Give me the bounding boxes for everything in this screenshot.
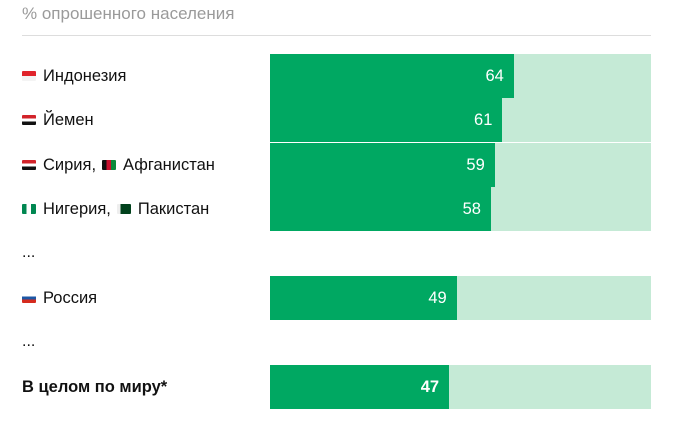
pakistan-flag-icon <box>116 204 131 214</box>
ellipsis: ... <box>22 333 36 350</box>
yemen-flag-icon <box>22 115 36 125</box>
row-label: В целом по миру* <box>22 365 173 409</box>
bar: 61 <box>270 98 503 142</box>
bar-value-label: 58 <box>462 199 481 218</box>
bar: 59 <box>270 143 495 187</box>
chart-row: Индонезия 64 <box>0 54 673 98</box>
chart-row: Сирия, Афганистан 59 <box>0 143 673 187</box>
ellipsis: ... <box>22 244 36 261</box>
country-name: Россия <box>43 288 98 307</box>
row-label: Нигерия, Пакистан <box>22 187 209 231</box>
bar-track: 61 <box>270 98 651 142</box>
bar-track: 49 <box>270 276 651 320</box>
chart-row: В целом по миру* 47 <box>0 365 673 409</box>
bar-track: 59 <box>270 143 651 187</box>
bar: 47 <box>270 365 450 409</box>
russia-flag-icon <box>22 293 36 303</box>
chart-row: Россия 49 <box>0 276 673 320</box>
country-name: Йемен <box>43 110 94 129</box>
country-name: Афганистан <box>123 155 215 174</box>
bar-track: 58 <box>270 187 651 231</box>
bar-value-label: 49 <box>428 288 447 307</box>
nigeria-flag-icon <box>22 204 36 214</box>
bar-track: 47 <box>270 365 651 409</box>
country-name: Сирия, <box>43 155 97 174</box>
bar-value-label: 59 <box>466 155 485 174</box>
chart-row: Йемен 61 <box>0 98 673 142</box>
indonesia-flag-icon <box>22 71 36 81</box>
country-name: Индонезия <box>43 66 127 85</box>
syria-flag-icon <box>22 160 36 170</box>
bar: 58 <box>270 187 491 231</box>
bar-value-label: 61 <box>474 110 493 129</box>
bar: 64 <box>270 54 514 98</box>
row-label: Индонезия <box>22 54 132 98</box>
divider <box>22 35 651 36</box>
chart-row: Нигерия, Пакистан 58 <box>0 187 673 231</box>
chart-subtitle: % опрошенного населения <box>22 4 235 23</box>
country-name: Нигерия, <box>43 199 111 218</box>
bar: 49 <box>270 276 457 320</box>
bar-value-label: 64 <box>485 66 504 85</box>
afghanistan-flag-icon <box>102 160 117 170</box>
country-name: В целом по миру* <box>22 377 168 396</box>
bar-value-label: 47 <box>420 377 440 396</box>
row-label: Сирия, Афганистан <box>22 143 215 187</box>
row-label: Россия <box>22 276 103 320</box>
country-name: Пакистан <box>137 199 210 218</box>
bar-track: 64 <box>270 54 651 98</box>
row-label: Йемен <box>22 98 100 142</box>
